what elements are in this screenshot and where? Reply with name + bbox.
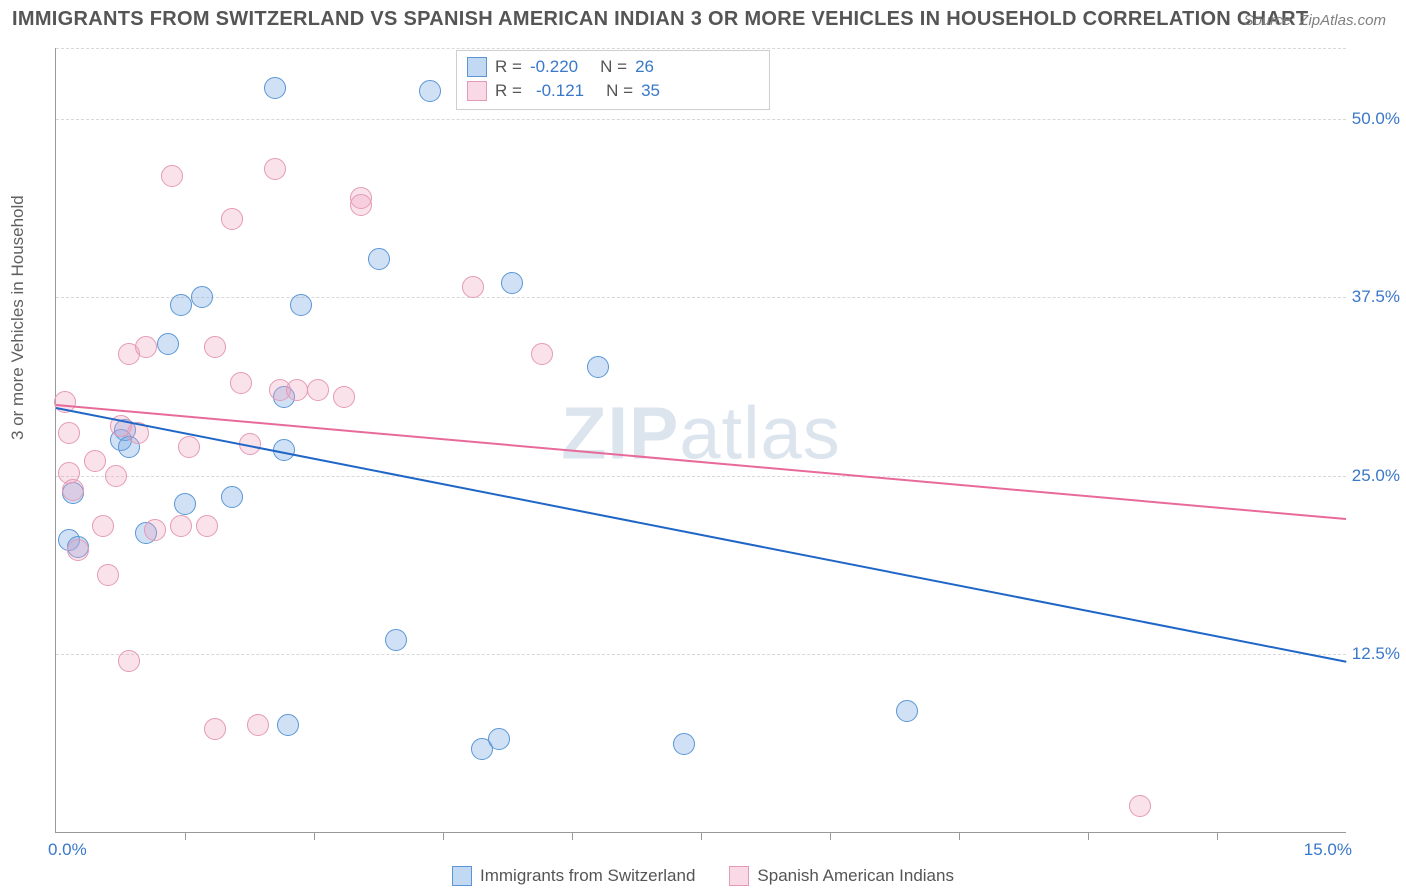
data-point <box>264 158 286 180</box>
legend-row-pink: R = -0.121 N = 35 <box>467 79 759 103</box>
data-point <box>290 294 312 316</box>
data-point <box>501 272 523 294</box>
data-point <box>135 336 157 358</box>
x-tick <box>701 832 702 840</box>
data-point <box>221 208 243 230</box>
x-tick <box>314 832 315 840</box>
gridline <box>56 48 1346 49</box>
chart-title: IMMIGRANTS FROM SWITZERLAND VS SPANISH A… <box>12 8 1308 31</box>
data-point <box>587 356 609 378</box>
trend-line <box>56 407 1346 663</box>
data-point <box>67 539 89 561</box>
data-point <box>350 194 372 216</box>
swatch-blue-icon <box>452 866 472 886</box>
data-point <box>247 714 269 736</box>
series-legend: Immigrants from Switzerland Spanish Amer… <box>0 866 1406 886</box>
data-point <box>144 519 166 541</box>
y-tick-label: 50.0% <box>1352 109 1400 129</box>
data-point <box>62 479 84 501</box>
x-tick <box>830 832 831 840</box>
swatch-pink-icon <box>729 866 749 886</box>
data-point <box>161 165 183 187</box>
x-tick <box>185 832 186 840</box>
data-point <box>462 276 484 298</box>
x-tick <box>959 832 960 840</box>
data-point <box>307 379 329 401</box>
data-point <box>333 386 355 408</box>
data-point <box>174 493 196 515</box>
gridline <box>56 119 1346 120</box>
data-point <box>896 700 918 722</box>
data-point <box>157 333 179 355</box>
x-tick <box>1088 832 1089 840</box>
source-label: Source: ZipAtlas.com <box>1243 12 1386 29</box>
legend-item-pink: Spanish American Indians <box>729 866 954 886</box>
data-point <box>204 336 226 358</box>
data-point <box>105 465 127 487</box>
data-point <box>264 77 286 99</box>
data-point <box>118 650 140 672</box>
y-tick-label: 25.0% <box>1352 466 1400 486</box>
data-point <box>191 286 213 308</box>
x-tick <box>572 832 573 840</box>
gridline <box>56 476 1346 477</box>
data-point <box>178 436 200 458</box>
data-point <box>92 515 114 537</box>
swatch-pink-icon <box>467 81 487 101</box>
data-point <box>1129 795 1151 817</box>
y-axis-label: 3 or more Vehicles in Household <box>8 195 28 440</box>
data-point <box>84 450 106 472</box>
data-point <box>368 248 390 270</box>
data-point <box>97 564 119 586</box>
legend-item-blue: Immigrants from Switzerland <box>452 866 695 886</box>
correlation-legend: R = -0.220 N = 26 R = -0.121 N = 35 <box>456 50 770 110</box>
data-point <box>204 718 226 740</box>
gridline <box>56 297 1346 298</box>
x-tick-max: 15.0% <box>1304 840 1352 860</box>
data-point <box>385 629 407 651</box>
data-point <box>170 515 192 537</box>
x-tick <box>443 832 444 840</box>
data-point <box>488 728 510 750</box>
data-point <box>277 714 299 736</box>
data-point <box>286 379 308 401</box>
data-point <box>673 733 695 755</box>
data-point <box>170 294 192 316</box>
data-point <box>196 515 218 537</box>
gridline <box>56 654 1346 655</box>
y-tick-label: 12.5% <box>1352 644 1400 664</box>
y-tick-label: 37.5% <box>1352 287 1400 307</box>
data-point <box>419 80 441 102</box>
legend-row-blue: R = -0.220 N = 26 <box>467 55 759 79</box>
data-point <box>58 422 80 444</box>
x-tick <box>1217 832 1218 840</box>
trend-line <box>56 404 1346 520</box>
data-point <box>230 372 252 394</box>
swatch-blue-icon <box>467 57 487 77</box>
data-point <box>531 343 553 365</box>
data-point <box>221 486 243 508</box>
scatter-plot: ZIPatlas R = -0.220 N = 26 R = -0.121 N … <box>55 48 1346 833</box>
x-tick-min: 0.0% <box>48 840 87 860</box>
